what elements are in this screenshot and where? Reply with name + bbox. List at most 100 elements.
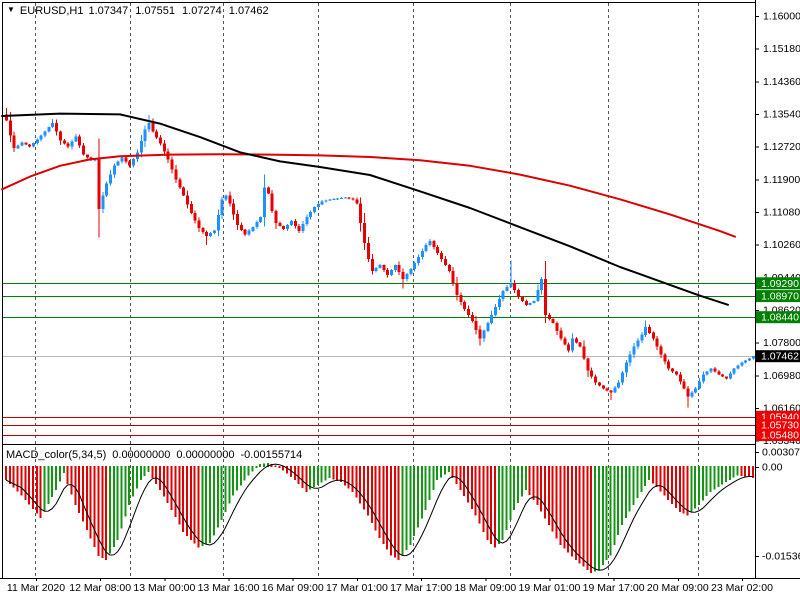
macd-zero-dash bbox=[397, 466, 400, 467]
macd-bar bbox=[316, 467, 319, 485]
candle-body bbox=[8, 120, 12, 136]
macd-zero-dash bbox=[559, 466, 562, 467]
time-axis[interactable]: 11 Mar 2020 12 Mar 08:00 13 Mar 00:00 13 Ma… bbox=[7, 578, 773, 594]
macd-zero-dash bbox=[463, 466, 466, 467]
macd-bar bbox=[93, 467, 96, 548]
macd-bar bbox=[567, 467, 570, 553]
macd-bar bbox=[205, 467, 208, 545]
moving-averages bbox=[1, 112, 736, 306]
time-axis-label: 17 Mar 17:00 bbox=[390, 582, 452, 594]
macd-zero-dash bbox=[590, 466, 593, 467]
candle-body bbox=[574, 338, 578, 343]
symbol-dropdown-icon[interactable]: ▼ bbox=[7, 5, 15, 14]
macd-zero-dash bbox=[736, 466, 739, 467]
macd-zero-dash bbox=[409, 466, 412, 467]
macd-bar bbox=[120, 467, 123, 529]
macd-bar bbox=[31, 467, 34, 509]
macd-zero-dash bbox=[570, 466, 573, 467]
macd-zero-dash bbox=[586, 466, 589, 467]
macd-zero-dash bbox=[609, 466, 612, 467]
price-badge bbox=[756, 277, 800, 290]
candle-body bbox=[748, 358, 752, 361]
indicator-value-1: 0.00000000 bbox=[112, 449, 171, 461]
macd-bar bbox=[544, 467, 546, 519]
candle-body bbox=[78, 136, 82, 146]
macd-bar bbox=[5, 467, 7, 481]
macd-bar bbox=[467, 467, 469, 503]
macd-bar bbox=[132, 467, 135, 497]
macd-zero-dash bbox=[732, 466, 735, 467]
macd-bar bbox=[728, 467, 731, 480]
macd-zero-dash bbox=[478, 466, 481, 467]
macd-bar bbox=[359, 467, 362, 504]
macd-zero-dash bbox=[363, 466, 366, 467]
candle-body bbox=[262, 187, 266, 218]
macd-bar bbox=[301, 467, 304, 488]
macd-bar bbox=[201, 467, 204, 547]
macd-zero-dash bbox=[505, 466, 508, 467]
candle-body bbox=[740, 362, 744, 366]
candle-body bbox=[736, 365, 740, 369]
macd-zero-dash bbox=[58, 466, 61, 467]
macd-zero-dash bbox=[12, 466, 15, 467]
macd-bar bbox=[393, 467, 396, 558]
macd-zero-dash bbox=[332, 466, 335, 467]
macd-bar bbox=[247, 467, 250, 476]
candle-body bbox=[74, 136, 78, 142]
candle-body bbox=[374, 268, 378, 271]
macd-zero-dash bbox=[328, 466, 331, 467]
macd-zero-dash bbox=[401, 466, 404, 467]
candle-body bbox=[424, 245, 428, 252]
candle-body bbox=[536, 289, 540, 301]
candle-body bbox=[497, 298, 501, 307]
macd-histogram bbox=[5, 462, 754, 574]
price-axis-label: 1.11900 bbox=[763, 174, 800, 186]
candle-body bbox=[609, 390, 613, 393]
candle-body bbox=[409, 269, 413, 274]
macd-zero-dash bbox=[182, 466, 185, 467]
macd-bar bbox=[313, 467, 315, 488]
macd-zero-dash bbox=[547, 466, 550, 467]
macd-bar bbox=[374, 467, 377, 531]
candle-body bbox=[16, 145, 20, 149]
price-axis-label: 1.06980 bbox=[763, 370, 800, 382]
candle-body bbox=[659, 346, 663, 355]
macd-zero-dash bbox=[451, 466, 454, 467]
candle-body bbox=[440, 253, 444, 260]
candle-body bbox=[289, 221, 293, 226]
macd-zero-dash bbox=[655, 466, 658, 467]
macd-zero-dash bbox=[151, 466, 154, 467]
candle-body bbox=[363, 223, 367, 244]
pane-borders bbox=[0, 0, 800, 579]
macd-bar bbox=[517, 467, 520, 504]
macd-bar bbox=[655, 467, 658, 487]
macd-zero-dash bbox=[305, 466, 308, 467]
macd-bar bbox=[540, 467, 543, 512]
macd-bar bbox=[378, 467, 381, 538]
macd-zero-dash bbox=[513, 466, 516, 467]
macd-zero-dash bbox=[694, 466, 697, 467]
candle-body bbox=[255, 222, 259, 228]
candle-body bbox=[151, 122, 155, 132]
macd-bar bbox=[401, 467, 404, 555]
macd-zero-dash bbox=[201, 466, 204, 467]
macd-bar bbox=[751, 467, 754, 478]
macd-zero-dash bbox=[301, 466, 304, 467]
macd-bar bbox=[143, 467, 146, 476]
macd-zero-dash bbox=[424, 466, 427, 467]
candle-body bbox=[459, 294, 463, 302]
macd-zero-dash bbox=[659, 466, 662, 467]
macd-bar bbox=[686, 467, 689, 516]
macd-zero-dash bbox=[563, 466, 566, 467]
macd-bar bbox=[490, 467, 493, 544]
macd-bar bbox=[243, 467, 246, 481]
macd-axis-label: 0.0030719 bbox=[762, 447, 800, 459]
candle-body bbox=[386, 270, 390, 275]
macd-bar bbox=[713, 467, 716, 490]
candle-body bbox=[709, 368, 713, 372]
macd-zero-dash bbox=[744, 466, 747, 467]
macd-zero-dash bbox=[185, 466, 188, 467]
macd-zero-dash bbox=[386, 466, 389, 467]
